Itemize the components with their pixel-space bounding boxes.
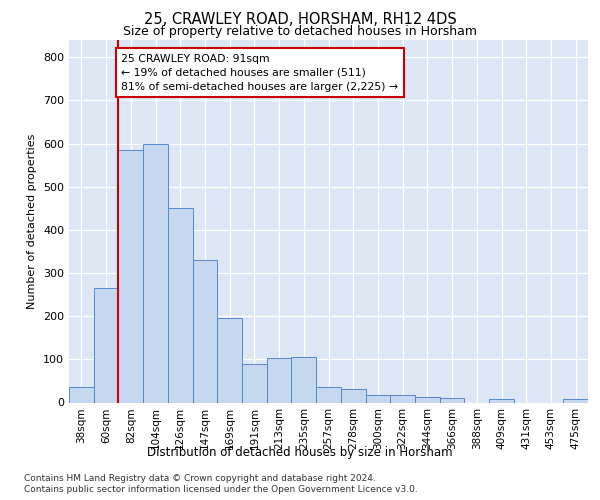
Bar (267, 358, 292, 403)
Text: Contains HM Land Registry data © Crown copyright and database right 2024.: Contains HM Land Registry data © Crown c… (24, 474, 376, 483)
Bar (143, 144, 168, 402)
Bar (193, 260, 217, 402)
Bar (217, 318, 242, 402)
Bar (292, 357, 316, 403)
Bar (489, 400, 514, 402)
Bar (390, 395, 415, 402)
Bar (415, 398, 440, 402)
Text: 25 CRAWLEY ROAD: 91sqm
← 19% of detached houses are smaller (511)
81% of semi-de: 25 CRAWLEY ROAD: 91sqm ← 19% of detached… (121, 54, 398, 92)
Text: Size of property relative to detached houses in Horsham: Size of property relative to detached ho… (123, 25, 477, 38)
Text: Distribution of detached houses by size in Horsham: Distribution of detached houses by size … (147, 446, 453, 459)
Y-axis label: Number of detached properties: Number of detached properties (28, 134, 37, 309)
Bar (365, 394, 390, 402)
Bar (563, 399, 588, 402)
Bar (242, 364, 267, 403)
Bar (316, 388, 341, 402)
Bar (168, 208, 193, 402)
Text: Contains public sector information licensed under the Open Government Licence v3: Contains public sector information licen… (24, 485, 418, 494)
Bar (440, 398, 464, 402)
Bar (118, 150, 143, 403)
Bar (94, 288, 118, 403)
Text: 25, CRAWLEY ROAD, HORSHAM, RH12 4DS: 25, CRAWLEY ROAD, HORSHAM, RH12 4DS (143, 12, 457, 28)
Bar (341, 388, 365, 402)
Bar (69, 388, 94, 402)
